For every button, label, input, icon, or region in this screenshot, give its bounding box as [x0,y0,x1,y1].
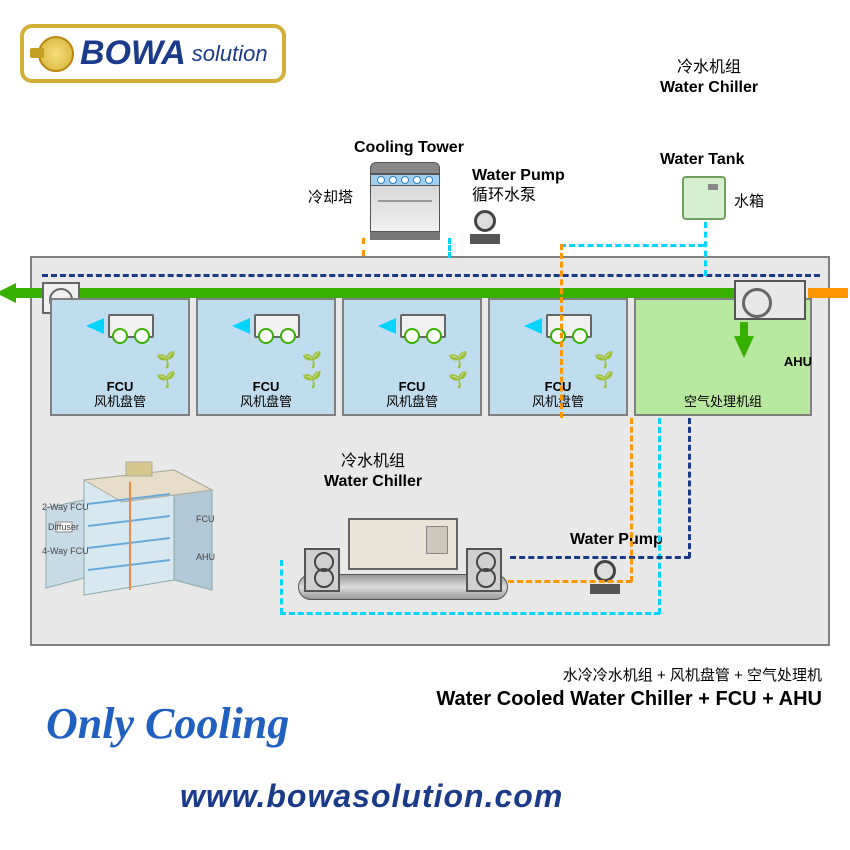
footer-url: www.bowasolution.com [180,778,563,815]
fcu-label: FCU 风机盘管 [198,379,334,410]
fcu-label: FCU 风机盘管 [52,379,188,410]
fcu-label: FCU 风机盘管 [344,379,480,410]
cooling-tower-icon [370,162,440,238]
pipe-cyan-3 [280,612,660,615]
cool-arrow-icon [524,318,542,334]
pipe-cyan-2 [658,418,661,614]
footer-caption: 水冷冷水机组 + 风机盘管 + 空气处理机 Water Cooled Water… [436,666,822,712]
pipe-orange-ct [362,238,365,256]
bl-4way: 4-Way FCU [42,546,89,556]
pump-bottom-icon [590,560,620,596]
pipe-cyan-tank-h [560,244,704,247]
cool-arrow-icon [232,318,250,334]
water-pump-top-label: Water Pump 循环水泵 [472,166,565,206]
caption-en: Water Cooled Water Chiller + FCU + AHU [436,686,822,712]
water-pump-bottom-label: Water Pump [570,530,663,550]
pipe-orange-1 [560,244,563,418]
water-tank-label: Water Tank [660,150,744,170]
bl-2way: 2-Way FCU [42,502,89,512]
cooling-tower-label: Cooling Tower [354,138,464,158]
header-en: Water Chiller [660,78,758,98]
water-tank-icon [682,176,726,220]
pipe-cyan-tank [704,222,707,276]
fcu-unit-icon [546,314,592,338]
cool-arrow-icon [86,318,104,334]
fcu-label: FCU 风机盘管 [490,379,626,410]
building-inset-icon: Diffuser 2-Way FCU 4-Way FCU FCU AHU [44,460,224,610]
cooling-tower-cn: 冷却塔 [308,186,353,207]
header-title: 冷水机组 Water Chiller [660,58,758,98]
water-tank-cn: 水箱 [734,190,764,211]
pipe-orange-seg [808,288,848,298]
cool-arrow-icon [378,318,396,334]
pump-top-icon [470,210,500,246]
bl-ahu: AHU [196,552,215,562]
bl-diffuser: Diffuser [48,522,79,532]
fcu-unit-icon [400,314,446,338]
fcu-room-1: 🌱🌱 FCU 风机盘管 [50,298,190,416]
header-cn: 冷水机组 [660,58,758,78]
pipe-orange-2 [630,418,633,582]
logo-sub: solution [192,41,268,67]
pipe-navy-1 [688,418,691,558]
ahu-arrow-icon [734,336,754,358]
pipe-cyan-ct [448,238,451,258]
bl-fcu: FCU [196,514,215,524]
logo-box: BOWA solution [20,24,286,83]
logo-main: BOWA [80,34,186,73]
fcu-room-2: 🌱🌱 FCU 风机盘管 [196,298,336,416]
ahu-unit-icon [734,280,806,320]
logo-medal-icon [38,36,74,72]
pipe-navy-2 [510,556,690,559]
ahu-label: AHU 空气处理机组 [636,394,810,410]
caption-cn: 水冷冷水机组 + 风机盘管 + 空气处理机 [436,666,822,686]
fcu-unit-icon [108,314,154,338]
fcu-room-3: 🌱🌱 FCU 风机盘管 [342,298,482,416]
pipe-orange-3 [508,580,632,583]
fcu-room-4: 🌱🌱 FCU 风机盘管 [488,298,628,416]
fcu-unit-icon [254,314,300,338]
chiller-label: 冷水机组 Water Chiller [324,452,422,492]
chiller-icon [298,518,508,604]
pipe-cyan-4 [280,560,283,614]
only-cooling-title: Only Cooling [46,698,289,749]
